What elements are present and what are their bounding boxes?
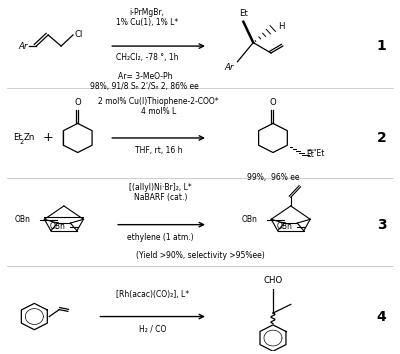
Text: +: +	[43, 131, 54, 144]
Text: H₂ / CO: H₂ / CO	[139, 324, 166, 333]
Text: CHO: CHO	[263, 276, 282, 285]
Text: 2: 2	[376, 131, 386, 145]
Text: 3: 3	[377, 218, 386, 232]
Text: Zn: Zn	[23, 133, 35, 142]
Text: ethylene (1 atm.): ethylene (1 atm.)	[127, 233, 194, 242]
Text: Ar= 3-MeO-Ph: Ar= 3-MeO-Ph	[118, 72, 172, 81]
Text: Et: Et	[13, 133, 22, 142]
Text: OBn: OBn	[241, 215, 257, 224]
Text: OBn: OBn	[277, 222, 293, 231]
Text: [Rh(acac)(CO)₂], L*: [Rh(acac)(CO)₂], L*	[116, 290, 189, 298]
Text: OBn: OBn	[14, 215, 30, 224]
Text: (Yield >90%, selectivity >95%ee): (Yield >90%, selectivity >95%ee)	[136, 251, 264, 260]
Text: Cl: Cl	[75, 30, 83, 40]
Text: H: H	[278, 23, 285, 32]
Text: THF, rt, 16 h: THF, rt, 16 h	[135, 145, 182, 155]
Text: 98%, 91/8 Sₙ 2’/Sₙ 2, 86% ee: 98%, 91/8 Sₙ 2’/Sₙ 2, 86% ee	[90, 82, 199, 91]
Text: Ar: Ar	[224, 63, 234, 73]
Text: 99%,  96% ee: 99%, 96% ee	[247, 173, 299, 182]
Text: 1: 1	[376, 39, 386, 53]
Text: O: O	[270, 98, 276, 108]
Text: Et: Et	[306, 150, 314, 159]
Text: OBn: OBn	[50, 222, 66, 231]
Text: O: O	[74, 98, 81, 108]
Text: """Et: """Et	[306, 149, 324, 158]
Text: Ar: Ar	[18, 41, 28, 51]
Text: 2: 2	[19, 139, 24, 145]
Text: CH₂Cl₂, -78 °, 1h: CH₂Cl₂, -78 °, 1h	[116, 53, 178, 62]
Text: 2 mol% Cu(I)Thiophene-2-COO*
4 mol% L: 2 mol% Cu(I)Thiophene-2-COO* 4 mol% L	[98, 97, 219, 116]
Text: i-PrMgBr,
1% Cu(1), 1% L*: i-PrMgBr, 1% Cu(1), 1% L*	[116, 7, 178, 27]
Text: [(allyl)Ni·Br]₂, L*
NaBARF (cat.): [(allyl)Ni·Br]₂, L* NaBARF (cat.)	[129, 183, 192, 202]
Text: Et: Et	[239, 9, 248, 18]
Text: 4: 4	[376, 309, 386, 324]
